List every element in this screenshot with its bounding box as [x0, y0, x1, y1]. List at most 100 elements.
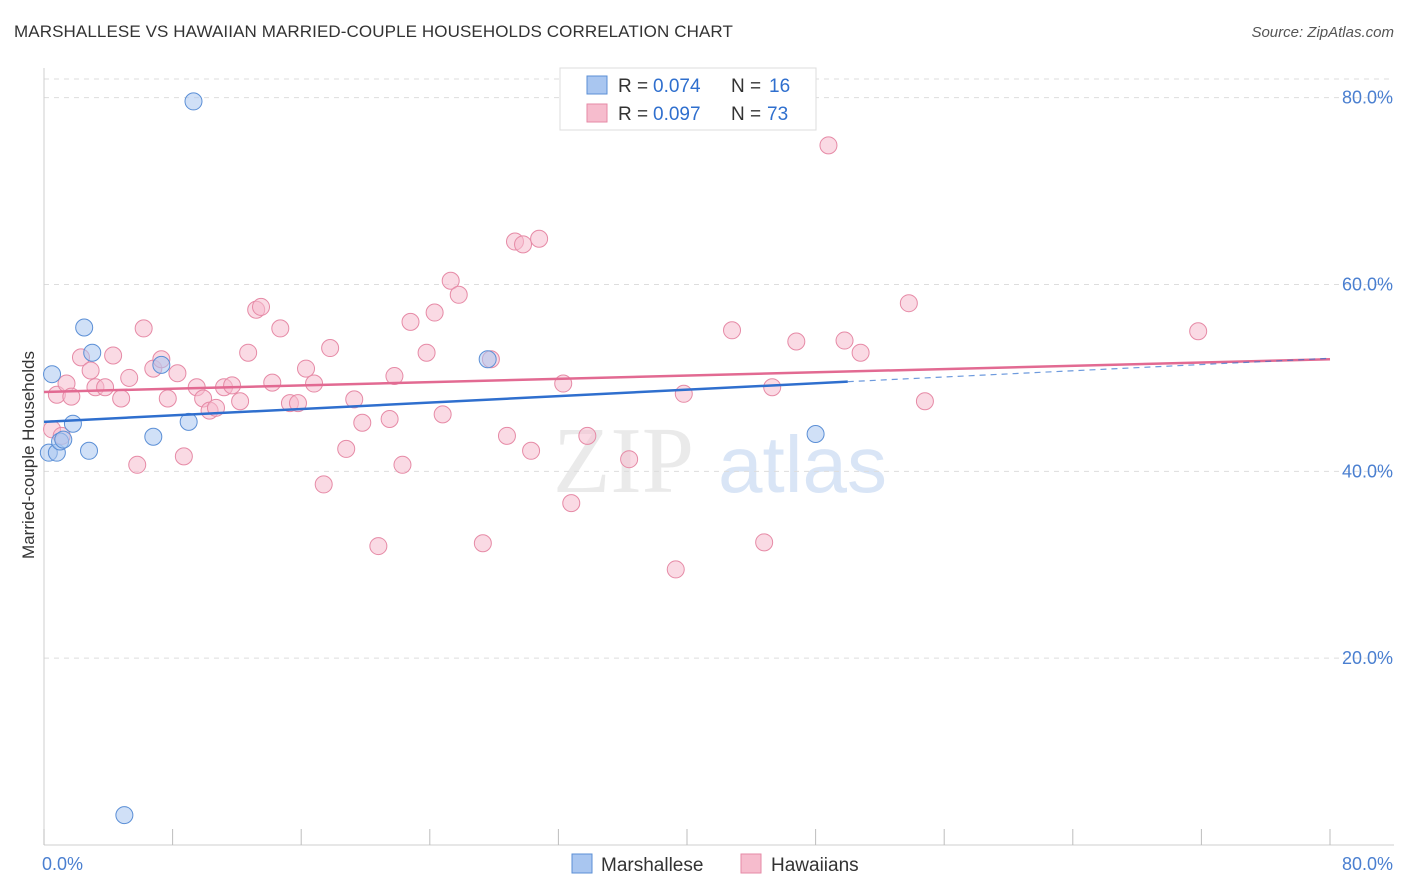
- marshallese-point: [478, 350, 497, 369]
- hawaiians-point: [120, 368, 139, 387]
- marshallese-point: [152, 355, 171, 374]
- stats-r-value-hawaiians: 0.097: [653, 104, 701, 125]
- hawaiians-point: [473, 534, 492, 553]
- hawaiians-point: [755, 533, 774, 552]
- hawaiians-point: [562, 494, 581, 513]
- hawaiians-point: [787, 332, 806, 351]
- y-tick-label: 80.0%: [1342, 88, 1393, 108]
- legend-label-hawaiians: Hawaiians: [771, 855, 859, 876]
- grid-layer: [44, 78, 1394, 659]
- marshallese-point: [43, 365, 62, 384]
- hawaiians-point: [620, 450, 639, 469]
- hawaiians-point: [305, 374, 324, 393]
- hawaiians-point: [1189, 322, 1208, 341]
- hawaiians-point: [530, 229, 549, 248]
- marshallese-trend-extension: [847, 357, 1331, 383]
- y-tick-label: 20.0%: [1342, 648, 1393, 668]
- marshallese-point: [115, 806, 134, 825]
- hawaiians-point: [81, 361, 100, 380]
- hawaiians-point: [915, 392, 934, 411]
- stats-swatch-marshallese: [586, 75, 608, 95]
- marshallese-point: [144, 427, 163, 446]
- hawaiians-point: [441, 271, 460, 290]
- stats-n-value-hawaiians: 73: [767, 104, 788, 125]
- stats-legend: R = 0.074 N = 16 R = 0.097 N = 73: [559, 67, 817, 131]
- hawaiians-point: [514, 235, 533, 254]
- y-tick-label: 60.0%: [1342, 275, 1393, 295]
- marshallese-series: [39, 92, 825, 825]
- x-tick-label-max: 80.0%: [1342, 854, 1393, 874]
- y-axis-label: Married-couple Households: [19, 351, 38, 559]
- legend-swatch-hawaiians: [740, 853, 762, 874]
- x-tick-label-min: 0.0%: [42, 854, 83, 874]
- hawaiians-point: [433, 405, 452, 424]
- hawaiians-point: [134, 319, 153, 338]
- hawaiians-point: [401, 312, 420, 331]
- hawaiians-point: [345, 390, 364, 409]
- hawaiians-point: [297, 359, 316, 378]
- hawaiians-point: [314, 475, 333, 494]
- hawaiians-point: [288, 394, 307, 413]
- hawaiians-point: [819, 136, 838, 155]
- hawaiians-point: [425, 303, 444, 322]
- y-tick-label: 40.0%: [1342, 461, 1393, 481]
- marshallese-point: [83, 343, 102, 362]
- hawaiians-point: [223, 376, 242, 395]
- marshallese-point: [184, 92, 203, 111]
- stats-r-label-marshallese: R =: [618, 76, 648, 97]
- hawaiians-trend-line: [43, 357, 1331, 394]
- marshallese-point: [54, 430, 73, 449]
- stats-n-value-marshallese: 16: [769, 76, 790, 97]
- stats-n-label-marshallese: N =: [731, 76, 761, 97]
- hawaiians-point: [723, 321, 742, 340]
- hawaiians-point: [337, 439, 356, 458]
- hawaiians-point: [417, 343, 436, 362]
- marshallese-point: [179, 412, 198, 431]
- hawaiians-point: [263, 373, 282, 392]
- hawaiians-point: [168, 364, 187, 383]
- hawaiians-point: [239, 343, 258, 362]
- hawaiians-point: [393, 455, 412, 474]
- hawaiians-point: [449, 285, 468, 304]
- hawaiians-point: [174, 447, 193, 466]
- hawaiians-point: [252, 297, 271, 316]
- hawaiians-point: [112, 389, 131, 408]
- marshallese-point: [80, 441, 99, 460]
- legend-label-marshallese: Marshallese: [601, 855, 703, 876]
- hawaiians-point: [497, 426, 516, 445]
- hawaiians-point: [353, 413, 372, 432]
- chart-title: MARSHALLESE VS HAWAIIAN MARRIED-COUPLE H…: [14, 22, 733, 41]
- marshallese-point: [63, 414, 82, 433]
- hawaiians-point: [380, 410, 399, 429]
- hawaiians-point: [96, 378, 115, 397]
- stats-swatch-hawaiians: [586, 103, 608, 123]
- hawaiians-point: [104, 346, 123, 365]
- hawaiians-point: [674, 384, 693, 403]
- hawaiians-point: [835, 331, 854, 350]
- hawaiians-point: [578, 426, 597, 445]
- hawaiians-point: [851, 343, 870, 362]
- marshallese-point: [75, 318, 94, 337]
- source-credit: Source: ZipAtlas.com: [1251, 24, 1394, 41]
- x-tick-layer: [43, 829, 1331, 845]
- hawaiians-point: [763, 378, 782, 397]
- hawaiians-point: [271, 319, 290, 338]
- legend-swatch-marshallese: [571, 853, 593, 874]
- series-legend: Marshallese Hawaiians: [571, 853, 859, 876]
- marshallese-point: [806, 424, 825, 443]
- hawaiians-point: [385, 367, 404, 386]
- hawaiians-point: [369, 537, 388, 556]
- stats-r-label-hawaiians: R =: [618, 104, 648, 125]
- hawaiians-point: [666, 560, 685, 579]
- hawaiians-point: [899, 294, 918, 313]
- hawaiians-point: [128, 455, 147, 474]
- hawaiians-point: [321, 339, 340, 358]
- hawaiians-point: [158, 389, 177, 408]
- hawaiians-point: [522, 441, 541, 460]
- hawaiians-point: [231, 392, 250, 411]
- y-tick-label-layer: 20.0% 40.0% 60.0% 80.0%: [1342, 88, 1393, 668]
- stats-n-label-hawaiians: N =: [731, 104, 761, 125]
- watermark-atlas: atlas: [718, 420, 887, 509]
- marshallese-trend-line: [43, 380, 848, 424]
